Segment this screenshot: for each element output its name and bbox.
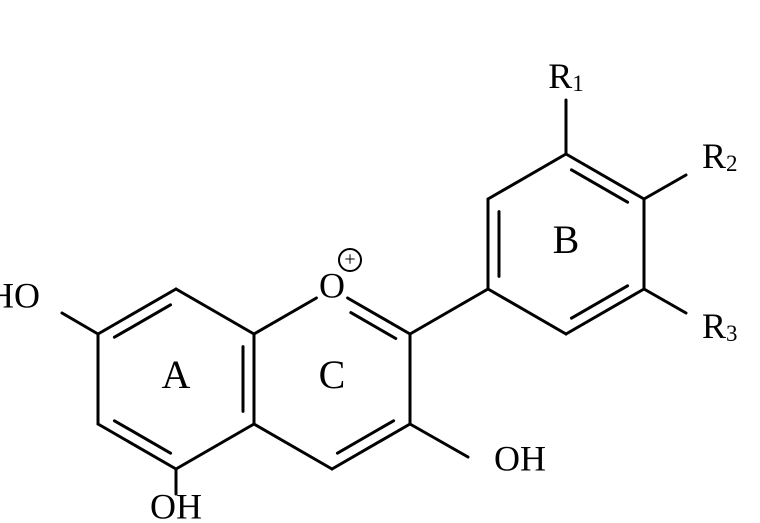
ring-label-B: B bbox=[553, 217, 580, 262]
oxygen-atom-label: O bbox=[319, 265, 345, 305]
substituent-OH_5: OH bbox=[150, 486, 202, 523]
substituent-OH_7: HO bbox=[0, 275, 40, 315]
ring-label-A: A bbox=[162, 352, 191, 397]
substituent-R2: R2 bbox=[702, 136, 738, 176]
substituent-OH_3: OH bbox=[494, 438, 546, 478]
chemical-structure-diagram: A B C O+ HO OH OH R1 R2 R3 bbox=[0, 0, 760, 523]
charge-plus: + bbox=[344, 249, 355, 271]
substituent-R3: R3 bbox=[702, 306, 738, 346]
ring-label-C: C bbox=[319, 352, 346, 397]
substituent-R1: R1 bbox=[548, 56, 584, 96]
